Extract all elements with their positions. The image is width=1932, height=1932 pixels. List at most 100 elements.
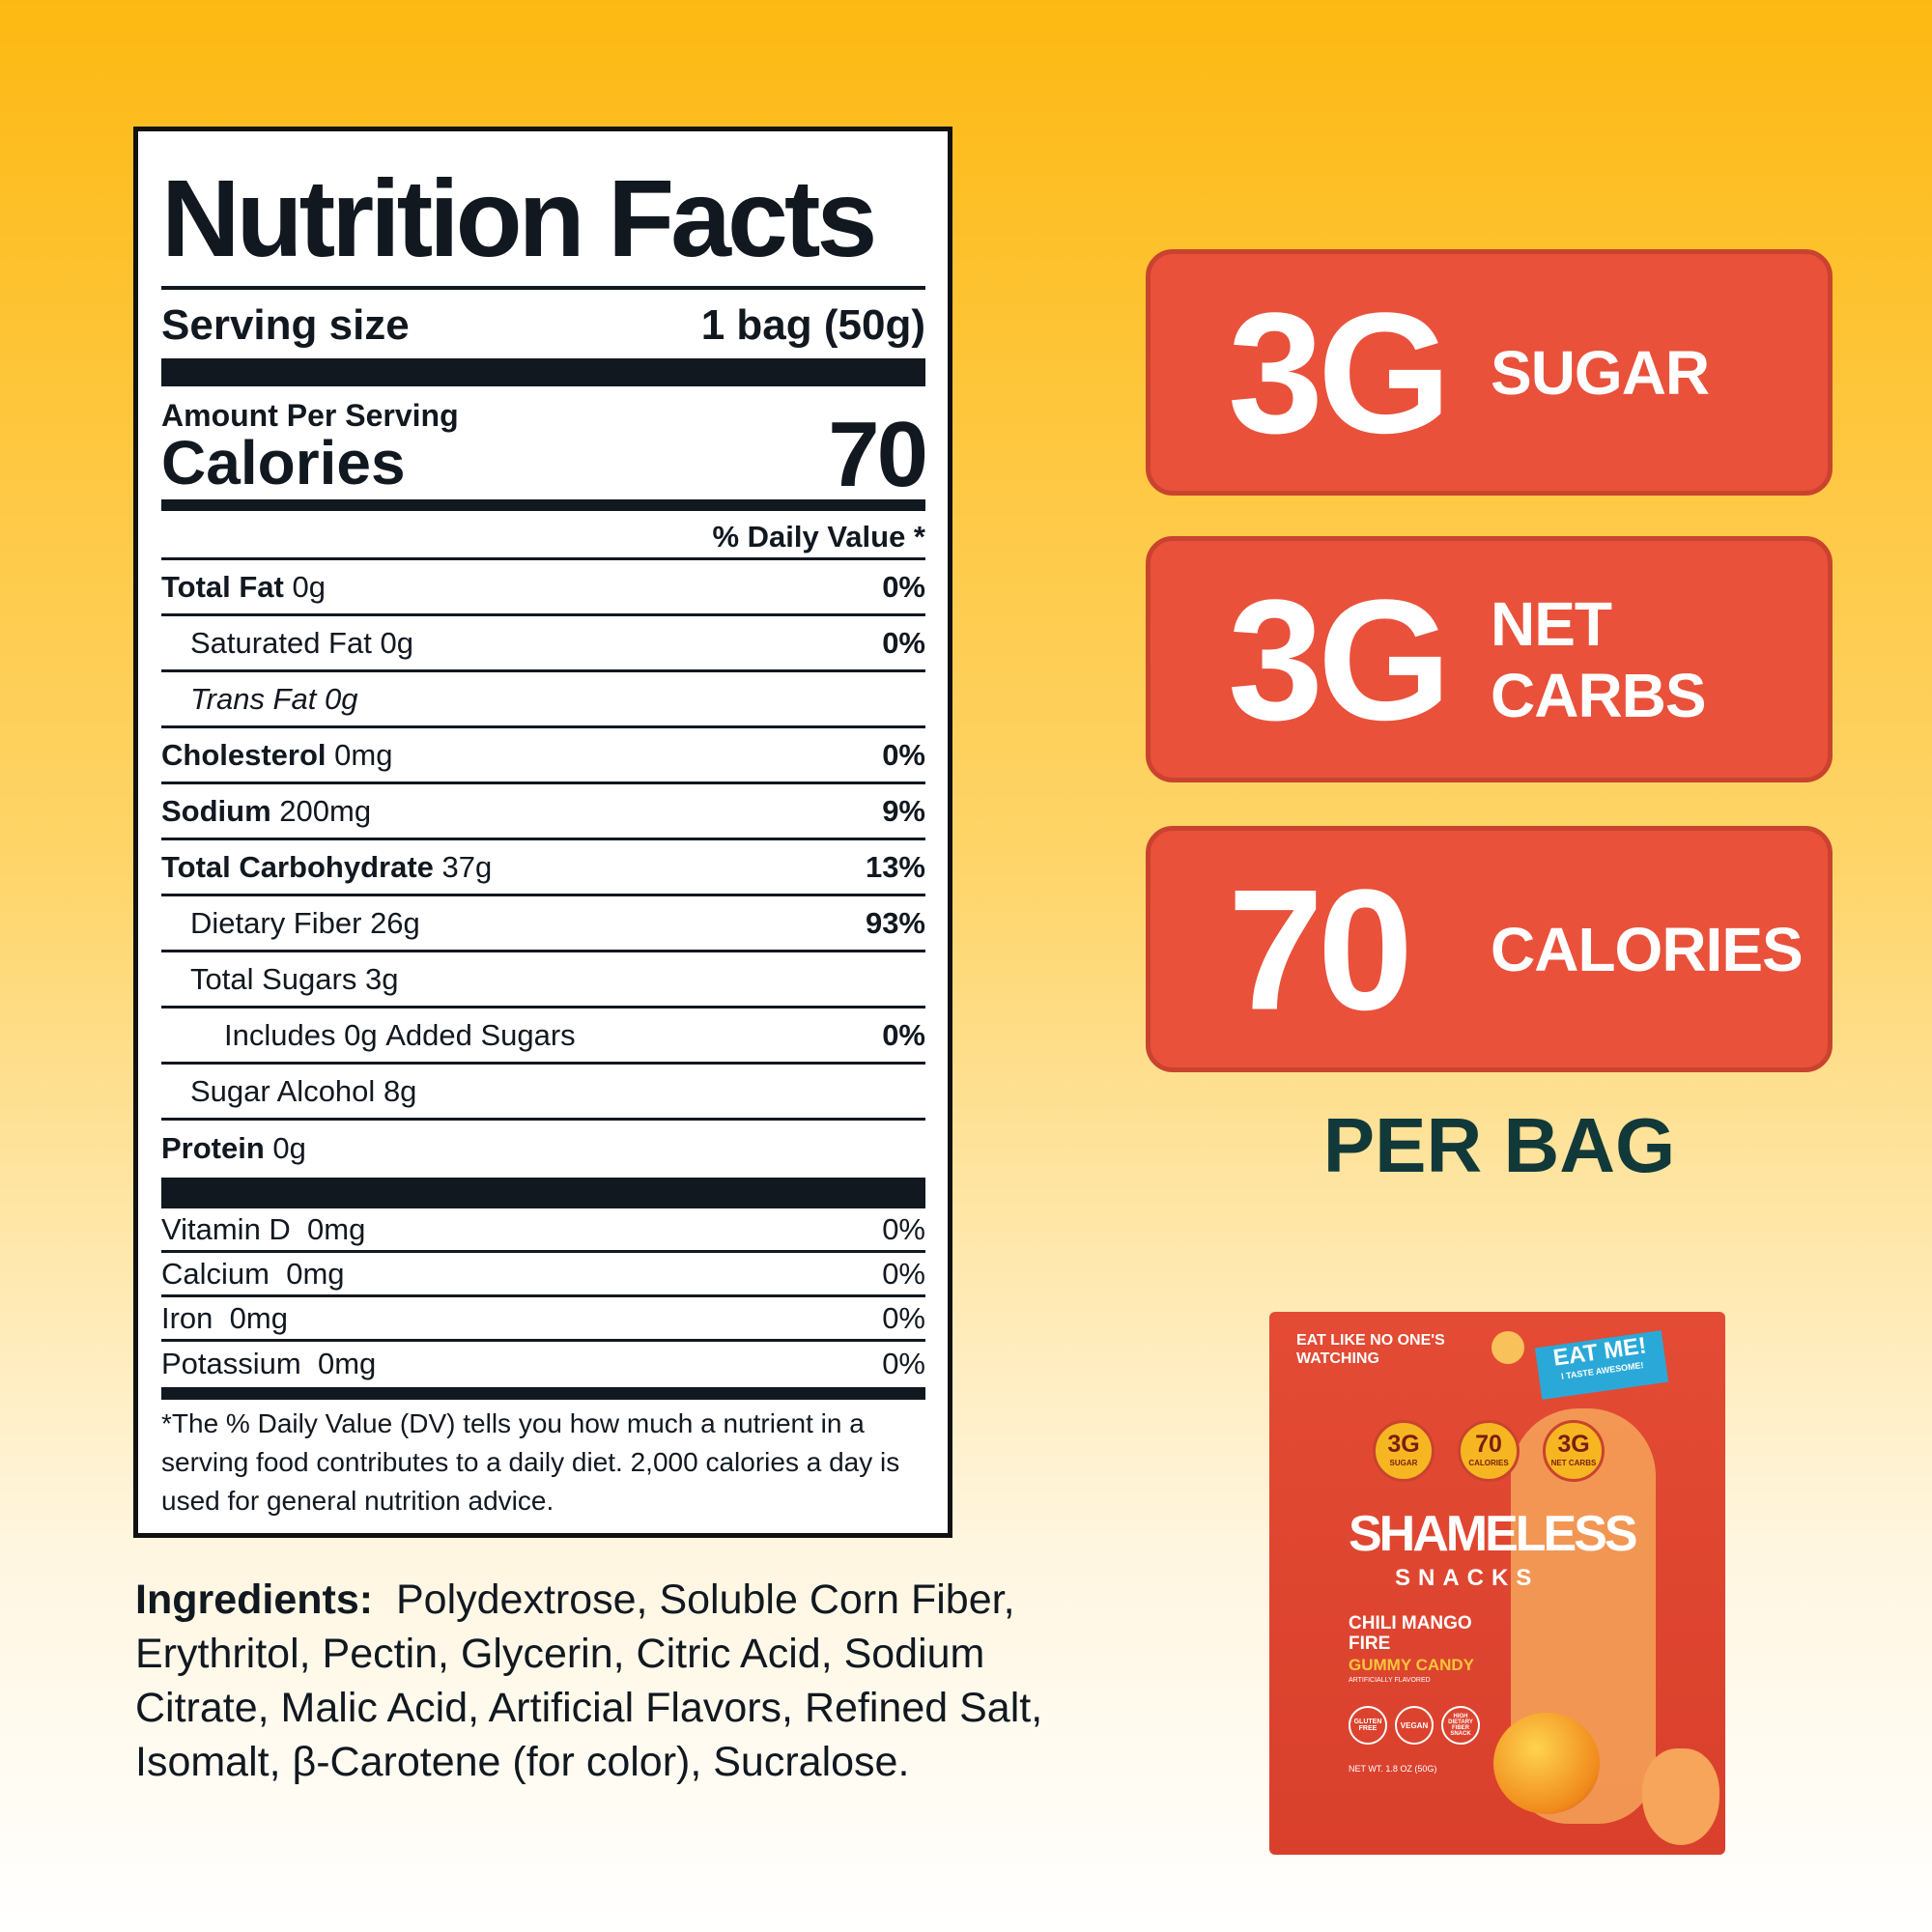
package-claim: GLUTEN FREE — [1349, 1706, 1387, 1745]
hang-hole — [1492, 1331, 1524, 1364]
calories-label: Calories — [161, 428, 406, 497]
rule — [161, 286, 925, 290]
package-brand-sub: SNACKS — [1395, 1565, 1540, 1591]
gummy-piece — [1642, 1748, 1719, 1845]
nutrient-amount: 3g — [364, 961, 399, 996]
nutrient-name: Sodium — [161, 793, 271, 828]
vitamin-dv: 0% — [882, 1211, 925, 1246]
nutrient-prefix: Includes — [224, 1017, 336, 1052]
nutrient-row: Sugar Alcohol 8g — [161, 1065, 925, 1121]
nutrient-dv: 9% — [882, 793, 925, 828]
vitamin-amount: 0mg — [317, 1347, 377, 1380]
nutrient-amount: 0g — [380, 625, 413, 660]
nutrient-name: Trans Fat — [190, 681, 317, 716]
vitamin-dv: 0% — [882, 1347, 925, 1380]
package-net-weight: NET WT. 1.8 OZ (50G) — [1349, 1764, 1437, 1774]
nutrient-amount: 0g — [292, 569, 326, 604]
package-flavor: CHILI MANGO FIRE — [1349, 1613, 1472, 1654]
nutrient-amount: 0g — [272, 1131, 306, 1165]
serving-size-label: Serving size — [161, 301, 410, 349]
vitamin-name: Iron — [161, 1300, 213, 1335]
ingredients-label: Ingredients: — [135, 1577, 374, 1623]
package-badge-value: 70 — [1475, 1431, 1502, 1458]
vitamin-row: Potassium 0mg 0% — [161, 1342, 925, 1386]
vitamin-row: Iron 0mg 0% — [161, 1297, 925, 1342]
label-title: Nutrition Facts — [161, 157, 877, 279]
package-badge: 70 CALORIES — [1458, 1420, 1520, 1482]
vitamin-amount: 0mg — [229, 1300, 288, 1335]
badge: 70 CALORIES — [1146, 826, 1833, 1072]
nutrient-amount: 200mg — [279, 793, 372, 828]
nutrient-name: Total Fat — [161, 569, 284, 604]
mango — [1493, 1713, 1600, 1814]
nutrient-amount: 0g — [324, 681, 358, 716]
rule — [161, 1387, 925, 1400]
vitamin-row: Vitamin D 0mg 0% — [161, 1208, 925, 1253]
badge-label: CALORIES — [1491, 914, 1804, 984]
vitamin-dv: 0% — [882, 1256, 925, 1291]
nutrient-name: Added Sugars — [385, 1017, 576, 1052]
nutrient-amount: 26g — [370, 905, 420, 940]
nutrient-row: Sodium 200mg 9% — [161, 784, 925, 840]
nutrient-row: Includes 0g Added Sugars 0% — [161, 1009, 925, 1065]
badge: 3G NET CARBS — [1146, 536, 1833, 782]
package-badge-label: CALORIES — [1468, 1459, 1509, 1467]
nutrient-row: Cholesterol 0mg 0% — [161, 728, 925, 784]
package-badge-value: 3G — [1387, 1431, 1420, 1458]
nutrient-amount: 37g — [441, 849, 493, 884]
nutrient-row: Saturated Fat 0g 0% — [161, 616, 925, 672]
package-badge: 3G SUGAR — [1373, 1420, 1435, 1482]
package-badge-value: 3G — [1557, 1431, 1590, 1458]
vitamin-amount: 0mg — [307, 1211, 366, 1246]
daily-value-header: % Daily Value * — [161, 520, 925, 560]
nutrient-row: Trans Fat 0g — [161, 672, 925, 728]
amount-per-serving: Amount Per Serving — [161, 398, 459, 433]
nutrient-row: Dietary Fiber 26g 93% — [161, 896, 925, 952]
nutrient-dv: 13% — [865, 849, 925, 884]
sticker: EAT ME! I TASTE AWESOME! — [1534, 1330, 1669, 1400]
rule — [161, 358, 925, 386]
nutrient-row: Total Carbohydrate 37g 13% — [161, 840, 925, 896]
nutrient-dv: 0% — [882, 625, 925, 660]
nutrient-dv: 0% — [882, 569, 925, 604]
vitamin-amount: 0mg — [286, 1256, 345, 1291]
badge: 3G SUGAR — [1146, 249, 1833, 496]
nutrient-amount: 0g — [344, 1017, 378, 1052]
badge-label: NET CARBS — [1491, 588, 1707, 730]
badge-value: 3G — [1228, 563, 1451, 755]
package-claim: HIGH DIETARY FIBER SNACK — [1441, 1706, 1480, 1745]
ingredients-text: Polydextrose, Soluble Corn Fiber, Erythr… — [135, 1577, 1043, 1785]
package-product: GUMMY CANDY — [1349, 1656, 1475, 1674]
badge-value: 70 — [1228, 853, 1413, 1045]
nutrition-label: Nutrition Facts Serving size 1 bag (50g)… — [133, 127, 952, 1538]
footnote: *The % Daily Value (DV) tells you how mu… — [161, 1408, 900, 1516]
nutrient-name: Protein — [161, 1131, 265, 1165]
package-badge-label: SUGAR — [1389, 1459, 1418, 1467]
nutrient-name: Cholesterol — [161, 737, 327, 772]
nutrient-name: Sugar Alcohol — [190, 1073, 376, 1108]
package-brand: SHAMELESS — [1349, 1506, 1638, 1562]
nutrient-amount: 0mg — [334, 737, 393, 772]
vitamin-name: Calcium — [161, 1256, 270, 1291]
serving-row: Serving size 1 bag (50g) — [161, 300, 925, 351]
package-claims: GLUTEN FREE VEGAN HIGH DIETARY FIBER SNA… — [1349, 1706, 1480, 1745]
package-flavor-note: ARTIFICIALLY FLAVORED — [1349, 1677, 1431, 1684]
package-tagline: EAT LIKE NO ONE'S WATCHING — [1296, 1332, 1445, 1367]
nutrient-name: Saturated Fat — [190, 625, 372, 660]
serving-size: 1 bag (50g) — [700, 301, 925, 349]
vitamin-dv: 0% — [882, 1300, 925, 1335]
nutrient-dv: 0% — [882, 737, 925, 772]
ingredients: Ingredients: Polydextrose, Soluble Corn … — [135, 1573, 1063, 1789]
package: EAT LIKE NO ONE'S WATCHING EAT ME! I TAST… — [1269, 1312, 1725, 1855]
per-bag: PER BAG — [1322, 1102, 1676, 1188]
vitamin-name: Potassium — [161, 1347, 301, 1380]
package-badge: 3G NET CARBS — [1543, 1420, 1605, 1482]
vitamin-row: Calcium 0mg 0% — [161, 1253, 925, 1297]
nutrient-amount: 8g — [383, 1073, 417, 1108]
nutrient-name: Dietary Fiber — [190, 905, 362, 940]
nutrient-row: Total Sugars 3g — [161, 952, 925, 1009]
package-claim: VEGAN — [1395, 1706, 1434, 1745]
rule — [161, 1178, 925, 1208]
package-badge-label: NET CARBS — [1550, 1459, 1597, 1467]
